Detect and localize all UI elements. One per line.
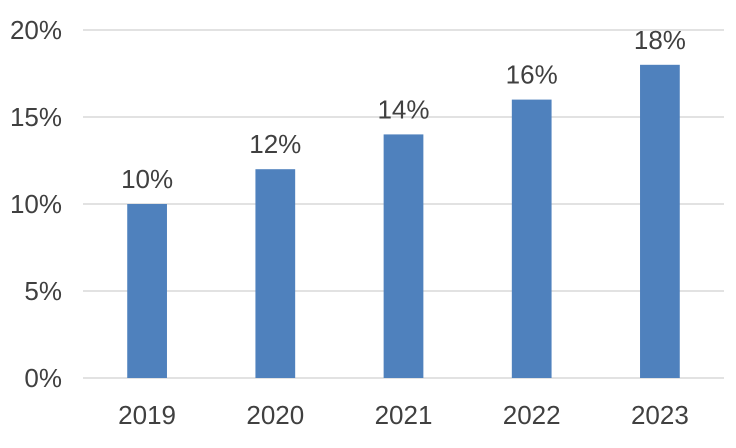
data-label: 16% (506, 60, 558, 90)
bar-2021 (383, 134, 424, 378)
data-label: 14% (377, 94, 429, 124)
bars (127, 64, 680, 379)
y-tick-label: 20% (10, 15, 62, 45)
y-tick-label: 0% (24, 363, 62, 393)
bar-2020 (255, 169, 296, 378)
x-tick-label: 2023 (631, 400, 689, 430)
bar-2023 (640, 64, 680, 379)
x-tick-label: 2021 (375, 400, 433, 430)
y-axis-tick-labels: 0% 5% 10% 15% 20% (10, 15, 62, 393)
data-labels: 10% 12% 14% 16% 18% (121, 25, 686, 194)
x-tick-label: 2019 (118, 400, 176, 430)
y-tick-label: 15% (10, 102, 62, 132)
data-label: 18% (634, 25, 686, 55)
data-label: 10% (121, 164, 173, 194)
x-axis-tick-labels: 2019 2020 2021 2022 2023 (118, 400, 689, 430)
y-tick-label: 5% (24, 276, 62, 306)
x-tick-label: 2022 (503, 400, 561, 430)
x-tick-label: 2020 (246, 400, 304, 430)
data-label: 12% (249, 129, 301, 159)
bar-2019 (127, 204, 167, 378)
bar-2022 (511, 99, 552, 378)
y-tick-label: 10% (10, 189, 62, 219)
